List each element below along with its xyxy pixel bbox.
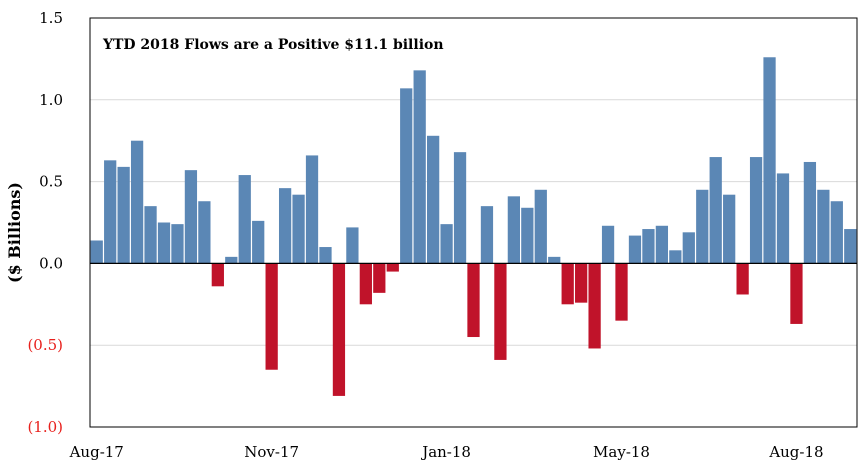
x-tick-label: Nov-17	[244, 443, 299, 461]
bar	[507, 196, 520, 264]
bar	[130, 140, 144, 264]
y-tick-label: 1.0	[39, 91, 63, 109]
y-axis-label: ($ Billions)	[5, 182, 24, 283]
bar	[359, 263, 372, 305]
bar	[117, 166, 130, 264]
bar	[723, 194, 736, 264]
bar	[776, 173, 790, 264]
bar	[749, 157, 763, 264]
bar	[548, 256, 561, 264]
bar	[561, 263, 574, 305]
bar	[480, 206, 494, 264]
bar	[440, 224, 453, 264]
bar	[615, 263, 628, 321]
bar	[373, 263, 386, 293]
bar	[763, 57, 776, 264]
x-axis-ticks: Aug-17 Nov-17 Jan-18 May-18 Aug-18	[69, 443, 824, 461]
bar	[790, 263, 803, 324]
bar	[198, 201, 211, 264]
bar	[332, 263, 346, 396]
bar	[90, 240, 103, 264]
bar	[601, 225, 615, 264]
bar	[682, 232, 695, 264]
y-tick-label: (1.0)	[27, 418, 63, 436]
x-tick-label: Aug-18	[768, 443, 823, 461]
bar	[709, 157, 722, 264]
bar	[278, 188, 292, 264]
bar	[144, 206, 157, 264]
x-tick-label: May-18	[593, 443, 650, 461]
bar	[844, 229, 857, 264]
bar	[184, 170, 198, 264]
bar	[252, 220, 265, 264]
y-tick-label: (0.5)	[27, 336, 63, 354]
plot-frame	[89, 17, 858, 428]
bar	[400, 88, 413, 264]
bars	[90, 57, 857, 396]
bar	[830, 201, 843, 264]
x-tick-label: Jan-18	[420, 443, 471, 461]
bar	[696, 189, 709, 264]
bar	[386, 263, 399, 272]
bar	[736, 263, 749, 295]
bar	[238, 175, 251, 264]
bar	[655, 225, 669, 264]
bar	[265, 263, 278, 370]
x-tick-label: Aug-17	[69, 443, 124, 461]
bar	[803, 161, 817, 264]
bar	[319, 247, 332, 264]
bar	[669, 250, 682, 264]
bar	[427, 135, 440, 264]
bar	[305, 155, 319, 264]
y-axis-ticks: 1.5 1.0 0.5 0.0 (0.5) (1.0)	[27, 9, 63, 436]
bar	[467, 263, 480, 338]
gridlines	[90, 99, 857, 346]
bar	[575, 263, 588, 303]
bar	[494, 263, 507, 360]
bar	[817, 189, 830, 264]
bar	[413, 70, 426, 264]
bar	[588, 263, 601, 349]
bar	[157, 222, 171, 264]
y-tick-label: 1.5	[39, 9, 63, 27]
chart-annotation: YTD 2018 Flows are a Positive $11.1 bill…	[102, 37, 444, 53]
y-tick-label: 0.5	[39, 173, 63, 191]
bar	[211, 263, 224, 287]
bar	[534, 189, 547, 264]
y-tick-label: 0.0	[39, 254, 63, 272]
bar	[642, 229, 655, 264]
bar	[521, 207, 534, 264]
bar	[225, 256, 238, 264]
bar	[453, 152, 467, 264]
bar	[104, 160, 117, 264]
bar	[628, 235, 642, 264]
bar	[171, 224, 184, 264]
bar	[346, 227, 359, 264]
bar	[292, 194, 305, 264]
